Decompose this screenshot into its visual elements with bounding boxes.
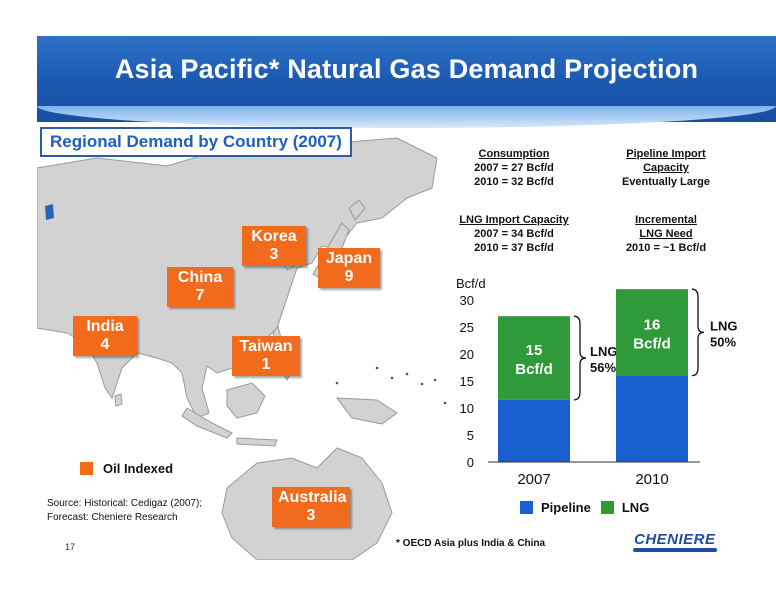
incremental-value: 2010 = ~1 Bcf/d (625, 242, 707, 254)
borneo-shape (226, 382, 266, 419)
oil-indexed-legend: Oil Indexed (80, 461, 173, 476)
pipeline-import-stat: Pipeline Import Capacity Eventually Larg… (607, 147, 725, 189)
x-tick-label: 2010 (635, 471, 668, 488)
country-box-china: China 7 (167, 267, 233, 307)
incremental-heading-2: LNG Need (639, 228, 693, 240)
consumption-2010: 2010 = 32 Bcf/d (474, 176, 554, 188)
country-value: 9 (344, 268, 354, 285)
country-name: Japan (325, 250, 373, 267)
cheniere-logo: CHENIERE (634, 531, 716, 548)
x-tick-label: 2007 (517, 471, 550, 488)
lng-import-2010: 2010 = 37 Bcf/d (474, 242, 554, 254)
legend-swatch-lng (600, 501, 614, 514)
consumption-2007: 2007 = 27 Bcf/d (474, 162, 554, 174)
slide-title: Asia Pacific* Natural Gas Demand Project… (114, 54, 699, 84)
bar-pipeline-2007 (498, 399, 570, 462)
lng-share-brace (691, 288, 705, 377)
oil-indexed-label: Oil Indexed (103, 461, 174, 476)
legend-label-lng: LNG (621, 500, 650, 515)
y-tick-label: 20 (460, 347, 474, 362)
y-tick-label: 30 (460, 293, 474, 308)
y-tick-label: 10 (460, 401, 474, 416)
lng-import-heading: LNG Import Capacity (459, 214, 569, 226)
lng-share-label: 56% (590, 360, 616, 375)
lng-share-brace (573, 315, 587, 401)
lng-import-stat: LNG Import Capacity 2007 = 34 Bcf/d 2010… (445, 213, 583, 255)
pipeline-import-heading-2: Capacity (643, 162, 689, 174)
country-value: 1 (261, 356, 271, 373)
bar-data-label: Bcf/d (515, 361, 553, 378)
logo-swoosh (633, 548, 717, 552)
legend-item-pipeline: Pipeline (520, 500, 591, 515)
lng-share-label: LNG (590, 344, 617, 359)
country-name: China (177, 269, 223, 286)
pipeline-import-heading-1: Pipeline Import (626, 148, 706, 160)
country-box-australia: Australia 3 (272, 487, 350, 527)
footnote: * OECD Asia plus India & China (396, 538, 546, 549)
bar-lng-2010 (616, 289, 688, 376)
legend-swatch-pipeline (520, 501, 533, 514)
country-box-india: India 4 (73, 316, 137, 356)
country-box-japan: Japan 9 (318, 248, 380, 288)
bar-data-label: Bcf/d (633, 335, 671, 352)
oil-indexed-swatch (80, 462, 93, 475)
y-axis-title: Bcf/d (456, 276, 486, 291)
bar-lng-2007 (498, 316, 570, 400)
regional-demand-heading: Regional Demand by Country (2007) (40, 127, 352, 157)
sumatra-shape (181, 407, 233, 439)
hokkaido-shape (348, 199, 366, 221)
legend-item-lng: LNG (600, 500, 650, 515)
country-box-taiwan: Taiwan 1 (232, 336, 300, 376)
lng-import-2007: 2007 = 34 Bcf/d (474, 228, 554, 240)
country-name: Korea (251, 228, 297, 245)
lng-share-label: LNG (710, 318, 737, 333)
country-box-korea: Korea 3 (242, 226, 306, 266)
y-tick-label: 5 (467, 428, 474, 443)
y-tick-label: 0 (467, 455, 474, 470)
country-value: 3 (269, 246, 279, 263)
country-value: 3 (306, 507, 316, 524)
source-line-1: Source: Historical: Cedigaz (2007); (47, 498, 203, 509)
map-graphic (37, 137, 447, 560)
y-tick-label: 15 (460, 374, 474, 389)
pipeline-import-value: Eventually Large (621, 176, 711, 188)
consumption-heading: Consumption (478, 148, 550, 160)
consumption-stat: Consumption 2007 = 27 Bcf/d 2010 = 32 Bc… (458, 147, 570, 189)
lake-shape (45, 204, 54, 220)
legend-label-pipeline: Pipeline (541, 500, 591, 515)
bar-data-label: 15 (526, 342, 543, 359)
lng-share-label: 50% (710, 334, 736, 349)
asia-pacific-map (37, 128, 457, 560)
bar-pipeline-2010 (616, 375, 688, 462)
country-name: Australia (278, 489, 347, 506)
new-guinea-shape (335, 397, 398, 425)
demand-chart: Bcf/d 0 5 10 15 20 25 30 2007 15 Bcf/d LNG 56% 2010 16… (440, 270, 776, 530)
incremental-lng-stat: Incremental LNG Need 2010 = ~1 Bcf/d (608, 213, 724, 255)
country-name: India (86, 318, 124, 335)
country-value: 7 (195, 287, 205, 304)
banner-swoosh (37, 106, 776, 128)
y-tick-label: 25 (460, 320, 474, 335)
incremental-heading-1: Incremental (635, 214, 697, 226)
source-line-2: Forecast: Cheniere Research (47, 512, 178, 523)
chart-legend: Pipeline LNG (520, 500, 659, 515)
chart-svg: Bcf/d051015202530200715Bcf/dLNG56%201016… (456, 276, 737, 488)
bar-data-label: 16 (644, 316, 661, 333)
page-number: 17 (65, 542, 76, 552)
sri-lanka-shape (114, 393, 123, 407)
java-shape (236, 437, 278, 447)
source-note: Source: Historical: Cedigaz (2007); Fore… (47, 497, 202, 525)
country-name: Taiwan (239, 338, 293, 355)
country-value: 4 (100, 336, 110, 353)
